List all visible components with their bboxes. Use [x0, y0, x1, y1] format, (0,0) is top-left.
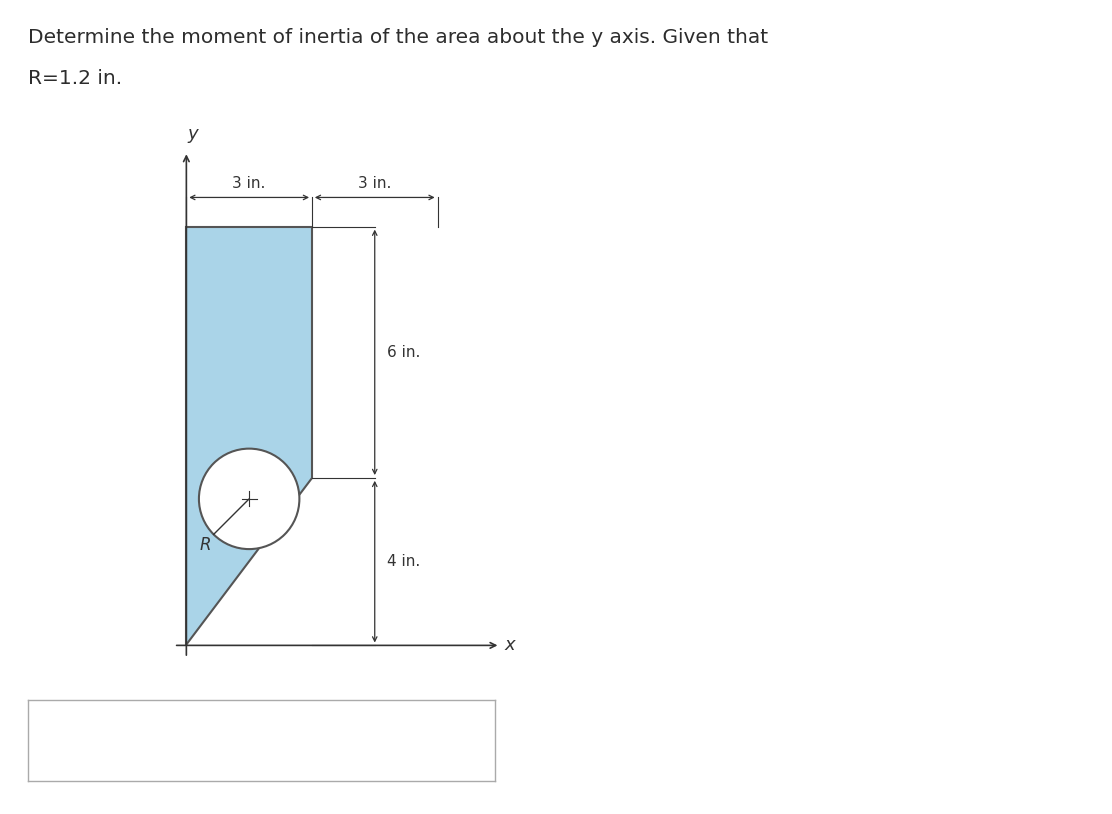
- Text: R=1.2 in.: R=1.2 in.: [28, 69, 122, 88]
- Text: 3 in.: 3 in.: [358, 176, 391, 191]
- Text: Determine the moment of inertia of the area about the y axis. Given that: Determine the moment of inertia of the a…: [28, 28, 768, 47]
- Text: x: x: [505, 637, 515, 654]
- Text: 6 in.: 6 in.: [387, 345, 420, 360]
- Circle shape: [199, 449, 299, 549]
- Text: R: R: [200, 536, 211, 554]
- Polygon shape: [187, 227, 312, 646]
- Text: y: y: [187, 125, 198, 143]
- Text: 4 in.: 4 in.: [387, 554, 420, 569]
- Text: 3 in.: 3 in.: [232, 176, 266, 191]
